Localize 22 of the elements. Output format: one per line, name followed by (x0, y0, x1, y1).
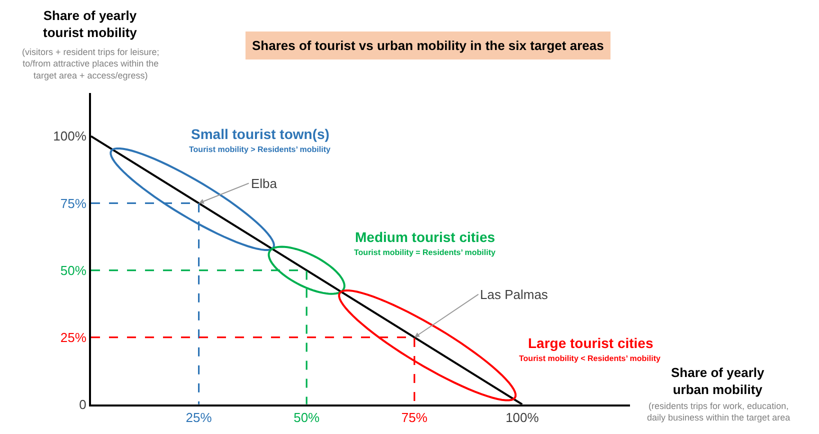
annotation: Elba (251, 176, 278, 191)
x-axis-title: Share of yearly urban mobility (671, 365, 765, 397)
annotation: Tourist mobility = Residents’ mobility (354, 248, 496, 257)
annotation: Small tourist town(s) (191, 126, 330, 142)
y-tick-label: 50% (60, 262, 87, 278)
text: (visitors + resident trips for leisure; to/from attractive places within the target area + access/egress) (22, 47, 160, 80)
y-tick-label: 100% (53, 128, 87, 144)
y-tick-label: 75% (60, 196, 87, 211)
y-axis-title: Share of yearly tourist mobility (43, 8, 138, 40)
x-tick-label: 25% (186, 410, 212, 426)
annotation: Las Palmas (480, 287, 548, 302)
annotation: Medium tourist cities (355, 229, 496, 245)
y-tick-label: 25% (60, 330, 87, 345)
annotation: Large tourist cities (528, 335, 654, 351)
annotation: Tourist mobility < Residents’ mobility (519, 354, 661, 363)
chart-title: Shares of tourist vs urban mobility in the six target areas (252, 38, 604, 53)
x-tick-label: 50% (294, 410, 320, 426)
x-tick-label: 100% (506, 410, 540, 426)
annotation: Tourist mobility > Residents’ mobility (189, 145, 331, 154)
text: (residents trips for work, education, daily business within the target area (647, 401, 790, 423)
y-tick-label: 0 (79, 396, 86, 412)
x-tick-label: 75% (401, 410, 428, 426)
